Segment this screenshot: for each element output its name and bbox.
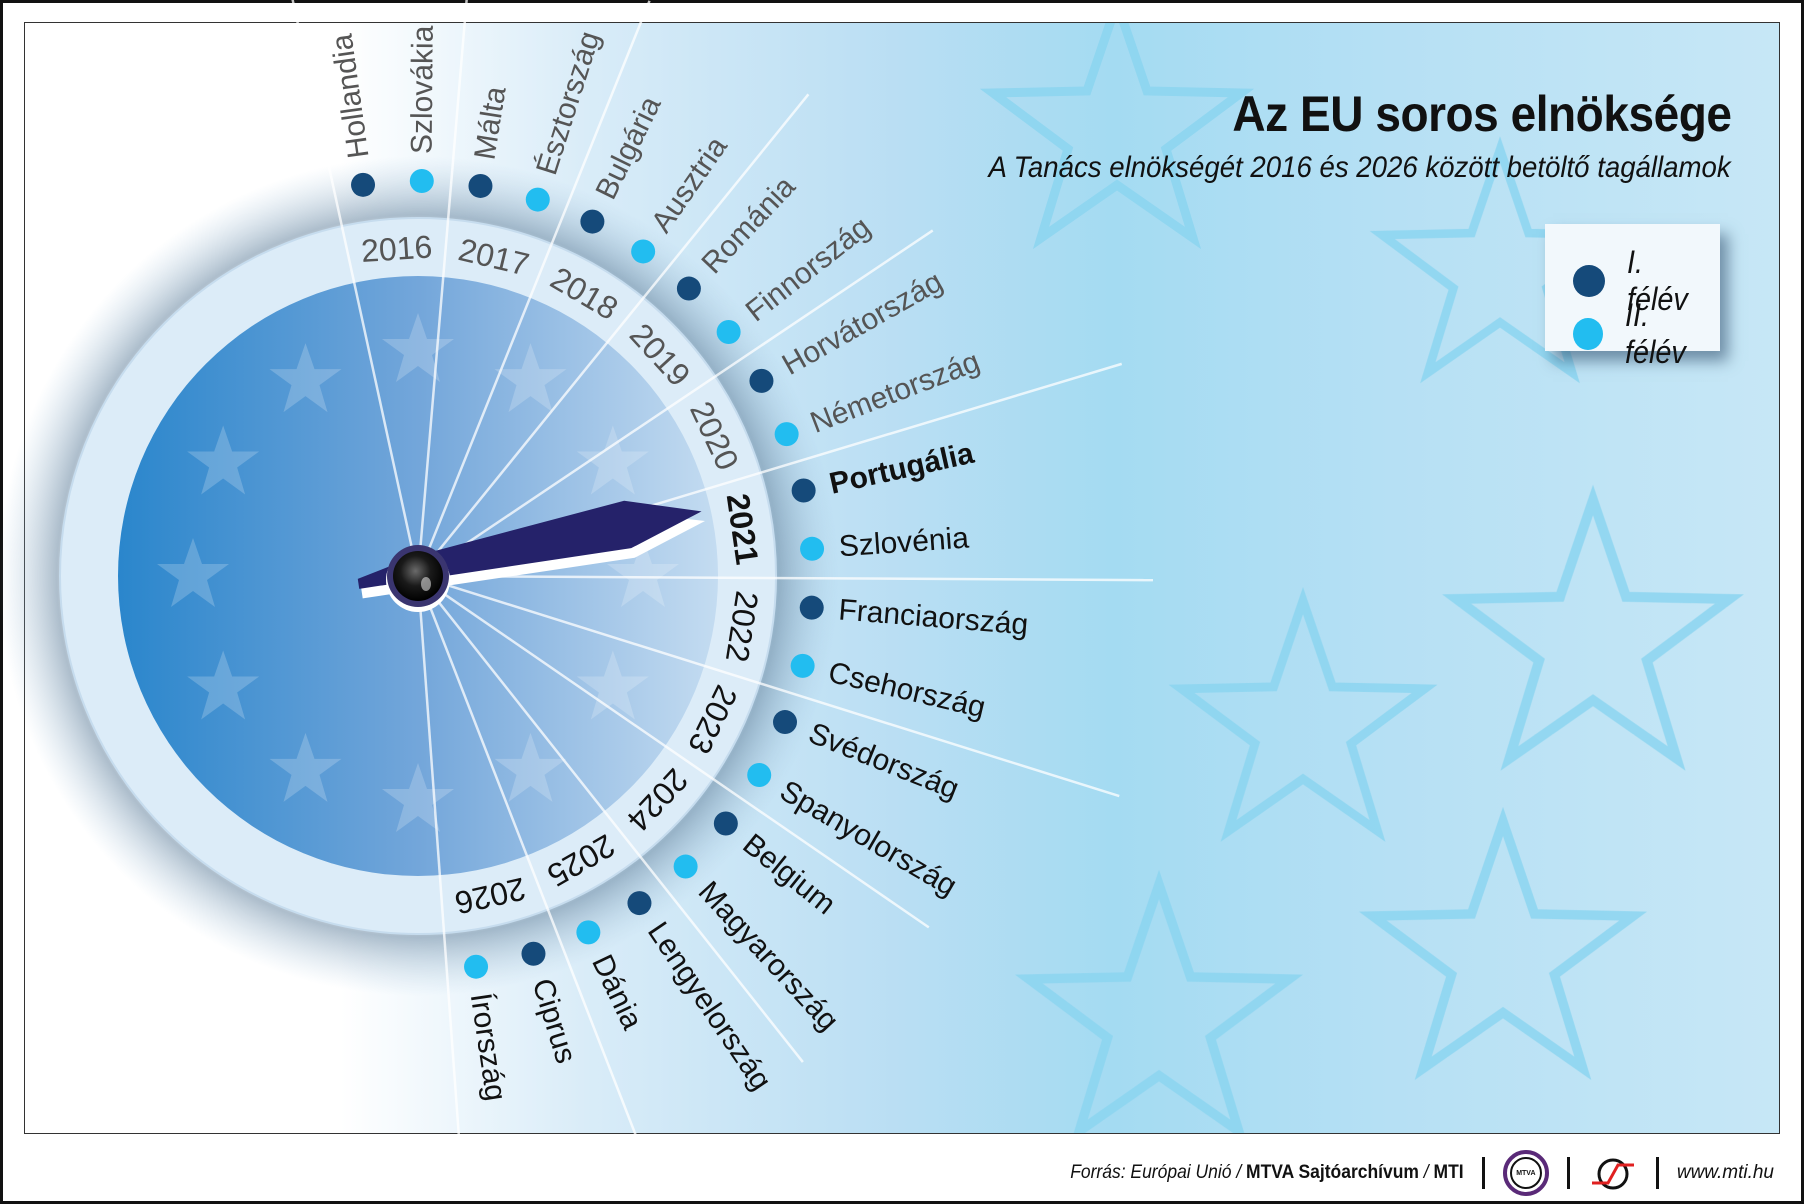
legend-label: I. félév (1626, 244, 1688, 317)
divider (1655, 1157, 1659, 1189)
country-label: Málta (468, 84, 512, 162)
country-label: Bulgária (590, 91, 668, 205)
presidency-dot-icon (676, 276, 701, 301)
country-label: Svédország (804, 717, 963, 806)
source-text: Forrás: Európai Unió / MTVA Sajtóarchívu… (1070, 1162, 1464, 1183)
presidency-dot-icon (673, 854, 698, 879)
presidency-dot-icon (799, 595, 824, 620)
hub-icon (393, 551, 443, 601)
country-label: Dánia (585, 950, 649, 1035)
presidency-dot-icon (631, 239, 656, 264)
presidency-dot-icon (351, 172, 376, 197)
presidency-dot-icon (525, 187, 550, 212)
mtva-logo-icon: MTVA (1502, 1150, 1549, 1196)
presidency-dot-icon (576, 920, 601, 945)
country-label: Franciaország (837, 593, 1029, 641)
mti-logo-icon (1588, 1153, 1638, 1193)
presidency-dot-icon (468, 173, 493, 198)
legend-label: II. félév (1624, 297, 1686, 370)
legend: I. félév II. félév (1545, 224, 1720, 370)
presidency-dot-icon (800, 536, 825, 561)
first-half-dot-icon (1573, 265, 1605, 297)
country-label: Szlovákia (406, 25, 440, 154)
presidency-dot-icon (713, 811, 738, 836)
country-label: Ciprus (526, 975, 583, 1068)
country-label: Belgium (737, 828, 842, 922)
footer: Forrás: Európai Unió / MTVA Sajtóarchívu… (1036, 1150, 1774, 1196)
country-label: Írország (464, 991, 513, 1103)
presidency-dot-icon (774, 422, 799, 447)
second-half-dot-icon (1573, 318, 1603, 350)
page-title: Az EU soros elnöksége (1231, 86, 1732, 142)
presidency-dot-icon (716, 319, 741, 344)
country-label: Szlovénia (838, 521, 970, 563)
presidency-dot-icon (790, 653, 815, 678)
page-subtitle: A Tanács elnökségét 2016 és 2026 között … (988, 151, 1731, 184)
presidency-dial: 2016 201720182019202020212022202320242025… (0, 25, 1030, 1104)
divider (1566, 1157, 1570, 1189)
presidency-dot-icon (773, 710, 798, 735)
presidency-dot-icon (409, 169, 434, 194)
presidency-dot-icon (791, 478, 816, 503)
presidency-dot-icon (749, 368, 774, 393)
country-label: Ausztria (645, 131, 734, 239)
presidency-dot-icon (464, 954, 489, 979)
country-label: Románia (695, 170, 802, 280)
presidency-dot-icon (747, 762, 772, 787)
presidency-dot-icon (521, 941, 546, 966)
year-label: 2016 (360, 228, 433, 269)
legend-item-first-half: I. félév (1573, 244, 1720, 318)
legend-item-second-half: II. félév (1573, 297, 1720, 371)
country-label: Észtország (530, 27, 606, 178)
presidency-dot-icon (627, 891, 652, 916)
country-label: Csehország (825, 656, 988, 725)
presidency-dot-icon (580, 209, 605, 234)
divider (1481, 1157, 1485, 1189)
country-label: Hollandia (325, 32, 375, 161)
website-link[interactable]: www.mti.hu (1676, 1162, 1774, 1183)
